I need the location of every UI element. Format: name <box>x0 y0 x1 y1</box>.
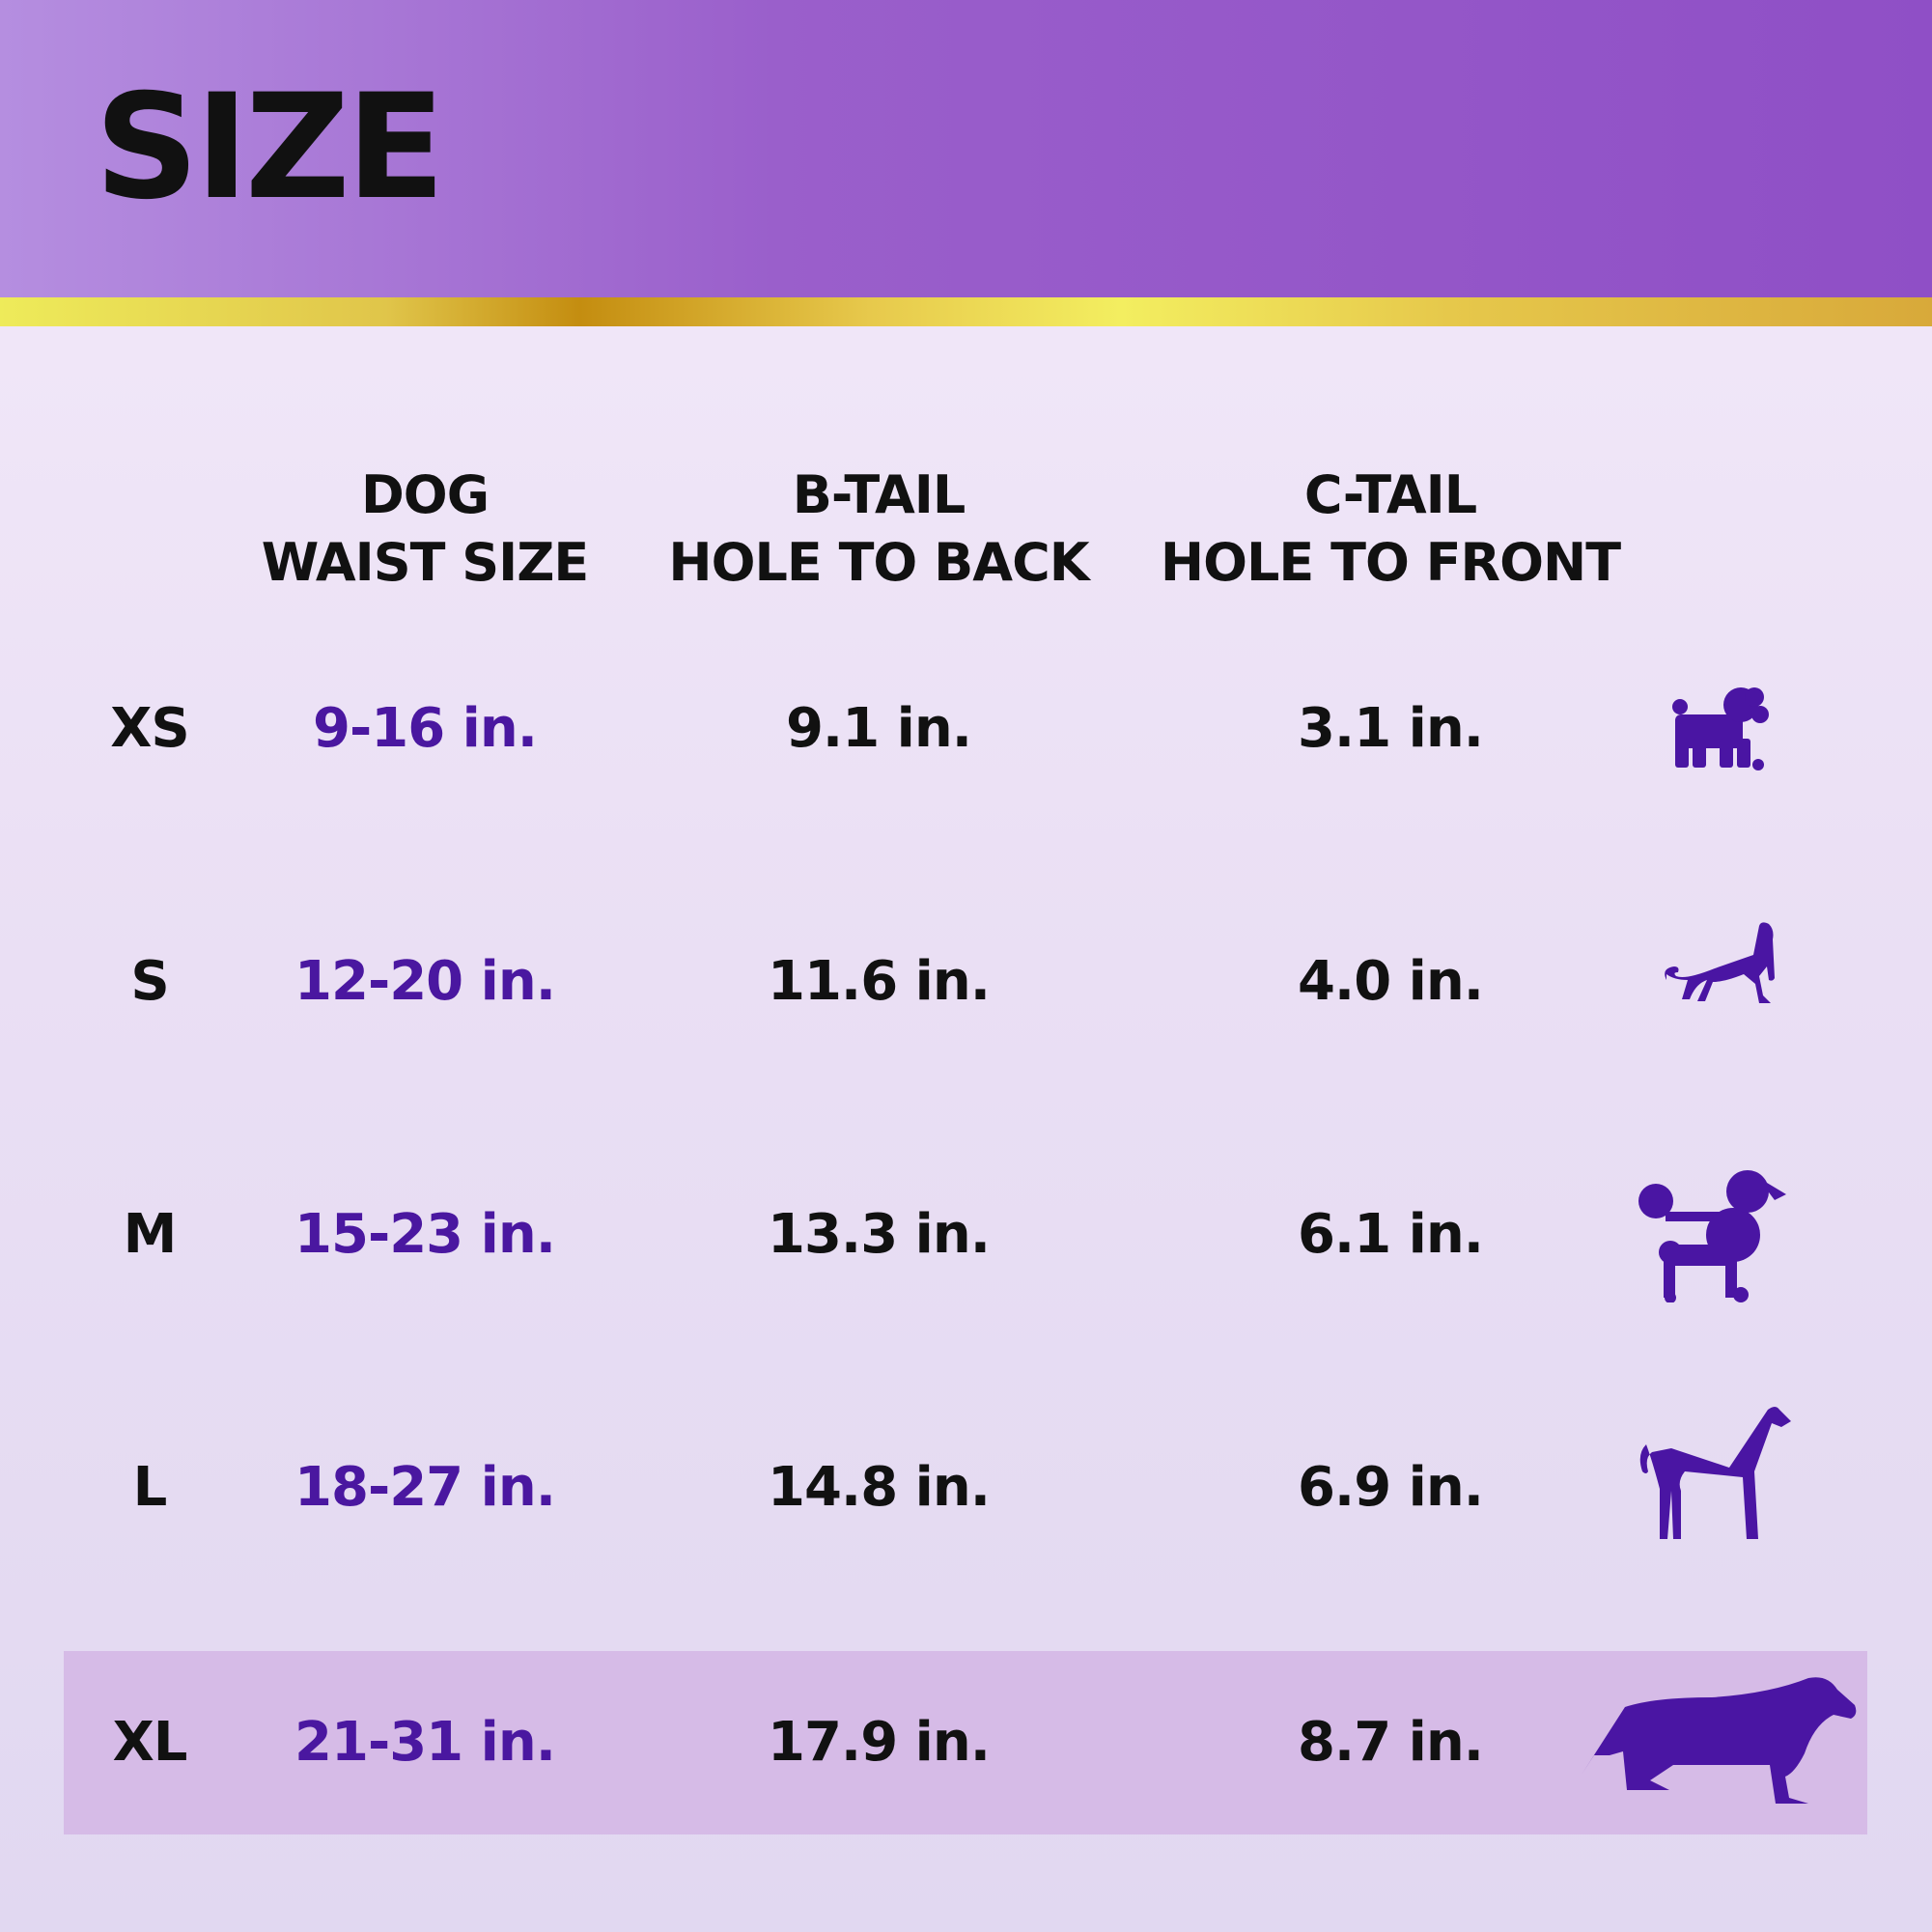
table-row: XS 9-16 in. 9.1 in. 3.1 in. <box>0 637 1932 821</box>
toy-dog-icon <box>1661 637 1777 821</box>
extra-large-dog-icon <box>1574 1651 1863 1834</box>
size-label: S <box>130 950 169 1013</box>
column-header-btail: B-TAIL HOLE TO BACK <box>657 462 1101 597</box>
ctail-value: 6.1 in. <box>1297 1203 1484 1266</box>
btail-value: 14.8 in. <box>768 1456 991 1519</box>
table-row: L 18-27 in. 14.8 in. 6.9 in. <box>0 1396 1932 1580</box>
waist-value: 18-27 in. <box>294 1456 556 1519</box>
column-header-waist: DOG WAIST SIZE <box>232 462 618 597</box>
waist-value: 9-16 in. <box>313 697 538 760</box>
ctail-value: 8.7 in. <box>1297 1711 1484 1774</box>
column-header-waist-line2: WAIST SIZE <box>261 532 590 593</box>
table-row: S 12-20 in. 11.6 in. 4.0 in. <box>0 890 1932 1074</box>
ctail-value: 4.0 in. <box>1297 950 1484 1013</box>
column-header-waist-line1: DOG <box>360 464 490 525</box>
gold-divider <box>0 297 1932 326</box>
ctail-value: 6.9 in. <box>1297 1456 1484 1519</box>
column-header-ctail: C-TAIL HOLE TO FRONT <box>1159 462 1622 597</box>
small-dog-icon <box>1651 890 1786 1074</box>
ctail-value: 3.1 in. <box>1297 697 1484 760</box>
page-title: SIZE <box>95 64 445 232</box>
highlight-row-band <box>64 1651 1867 1834</box>
table-row: M 15-23 in. 13.3 in. 6.1 in. <box>0 1143 1932 1327</box>
size-label: XL <box>112 1711 188 1774</box>
table-row-highlighted: XL 21-31 in. 17.9 in. 8.7 in. <box>0 1651 1932 1834</box>
header-banner: SIZE <box>0 0 1932 297</box>
column-header-ctail-line1: C-TAIL <box>1303 464 1477 525</box>
waist-value: 12-20 in. <box>294 950 556 1013</box>
column-header-ctail-line2: HOLE TO FRONT <box>1160 532 1621 593</box>
column-header-btail-line2: HOLE TO BACK <box>668 532 1089 593</box>
btail-value: 13.3 in. <box>768 1203 991 1266</box>
size-label: M <box>123 1203 178 1266</box>
btail-value: 11.6 in. <box>768 950 991 1013</box>
btail-value: 17.9 in. <box>768 1711 991 1774</box>
btail-value: 9.1 in. <box>785 697 972 760</box>
waist-value: 21-31 in. <box>294 1711 556 1774</box>
large-dog-icon <box>1622 1396 1815 1580</box>
size-label: L <box>132 1456 168 1519</box>
column-header-btail-line1: B-TAIL <box>792 464 966 525</box>
poodle-icon <box>1632 1143 1806 1327</box>
waist-value: 15-23 in. <box>294 1203 556 1266</box>
size-label: XS <box>110 697 190 760</box>
